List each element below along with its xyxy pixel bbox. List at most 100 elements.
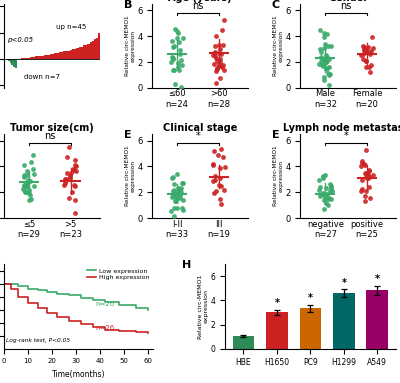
Point <box>322 193 328 200</box>
Point <box>175 30 181 36</box>
Point <box>322 172 328 178</box>
Point <box>363 64 369 70</box>
Point <box>317 27 323 33</box>
Text: ns: ns <box>44 131 56 141</box>
High expression <box>45 311 50 315</box>
Bar <box>34 57 35 59</box>
Point <box>317 193 324 199</box>
Point <box>21 183 27 190</box>
Point <box>326 56 332 62</box>
Bar <box>15 59 17 68</box>
Point <box>62 176 68 182</box>
Point <box>72 197 78 203</box>
Text: E: E <box>272 130 279 140</box>
Low expression <box>78 293 83 298</box>
Point <box>320 173 326 179</box>
Point <box>63 176 69 182</box>
Low expression <box>16 283 21 288</box>
Point <box>178 83 184 90</box>
Point <box>67 173 74 179</box>
Point <box>210 178 216 184</box>
Bar <box>6 59 8 60</box>
Point <box>363 147 369 154</box>
Point <box>26 178 33 184</box>
Point <box>327 183 334 189</box>
Point <box>168 59 174 65</box>
Point <box>361 161 368 167</box>
Point <box>170 205 177 211</box>
Low expression <box>90 298 95 302</box>
Text: H: H <box>182 260 191 270</box>
Point <box>358 163 364 169</box>
Point <box>218 51 224 57</box>
Point <box>364 175 370 181</box>
Point <box>324 54 331 61</box>
Point <box>320 63 326 69</box>
Point <box>328 188 335 194</box>
High expression <box>78 319 83 324</box>
Point <box>219 42 226 48</box>
Point <box>360 46 367 52</box>
Point <box>174 28 180 34</box>
Point <box>169 175 175 181</box>
Point <box>24 172 30 178</box>
Bar <box>78 48 79 59</box>
Bar <box>85 45 87 59</box>
Title: Lymph node metastasis: Lymph node metastasis <box>283 123 400 133</box>
Low expression <box>146 306 150 311</box>
Point <box>362 188 369 194</box>
Point <box>361 198 368 204</box>
Text: E: E <box>124 130 131 140</box>
Text: *: * <box>196 131 200 141</box>
Point <box>23 181 29 187</box>
Point <box>220 187 227 193</box>
Point <box>176 67 183 73</box>
Point <box>176 192 183 198</box>
Point <box>321 44 327 51</box>
Bar <box>8 59 10 61</box>
High expression <box>54 315 59 320</box>
Point <box>320 175 326 181</box>
Point <box>366 168 372 174</box>
Point <box>210 161 216 167</box>
Point <box>213 80 220 87</box>
Bar <box>68 51 70 59</box>
Point <box>170 55 176 61</box>
Point <box>323 52 330 58</box>
Point <box>362 162 368 168</box>
Point <box>171 43 178 49</box>
Title: Age (years): Age (years) <box>168 0 232 3</box>
High expression <box>9 282 14 286</box>
Point <box>174 189 181 195</box>
Point <box>69 189 75 195</box>
Point <box>72 210 78 216</box>
Point <box>210 52 216 58</box>
Point <box>177 195 184 201</box>
Point <box>359 51 366 57</box>
Point <box>369 172 376 178</box>
Point <box>26 190 32 196</box>
Point <box>22 188 28 195</box>
Bar <box>10 59 11 63</box>
Bar <box>266 313 288 349</box>
Point <box>321 197 328 203</box>
Point <box>30 183 37 189</box>
Point <box>215 42 222 48</box>
Point <box>326 181 333 187</box>
Low expression <box>66 291 71 296</box>
Bar <box>52 54 54 59</box>
Bar <box>28 58 30 59</box>
Point <box>30 166 36 172</box>
High expression <box>35 301 40 306</box>
Point <box>169 188 176 194</box>
Bar <box>26 58 28 59</box>
High expression <box>26 295 30 299</box>
Point <box>318 62 325 68</box>
Bar <box>57 53 59 59</box>
Point <box>170 67 176 73</box>
Point <box>170 193 176 199</box>
Point <box>323 185 330 192</box>
Point <box>366 64 372 70</box>
High expression <box>26 301 30 306</box>
Bar <box>98 33 100 59</box>
